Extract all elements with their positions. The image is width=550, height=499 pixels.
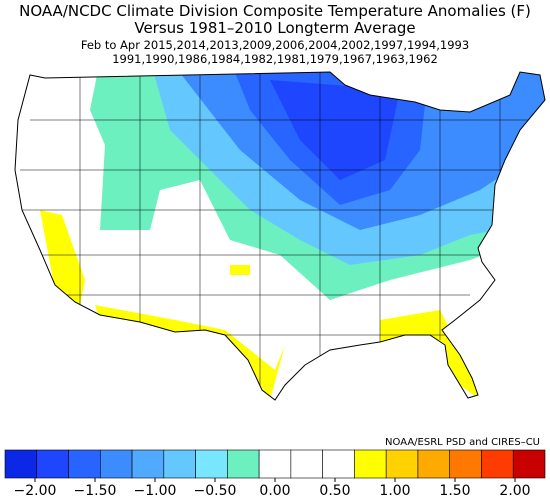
subtitle: Versus 1981–2010 Longterm Average xyxy=(134,19,415,37)
credit: NOAA/ESRL PSD and CIRES–CU xyxy=(385,437,540,448)
color-box xyxy=(36,449,69,479)
color-box xyxy=(385,449,419,479)
title: NOAA/NCDC Climate Division Composite Tem… xyxy=(19,2,531,20)
color-box xyxy=(99,449,133,479)
color-box xyxy=(481,449,514,479)
color-box xyxy=(227,449,260,479)
tick-label: 1.00 xyxy=(379,483,410,499)
color-box xyxy=(258,449,292,479)
color-box xyxy=(68,449,101,479)
map xyxy=(15,72,545,400)
tick-label: 2.00 xyxy=(499,483,530,499)
color-box xyxy=(417,449,451,479)
color-box xyxy=(354,449,387,479)
color-box xyxy=(131,449,165,479)
color-box xyxy=(195,449,228,479)
color-box xyxy=(449,449,482,479)
tick-label: −1.50 xyxy=(74,483,117,499)
color-box xyxy=(322,449,355,479)
color-box xyxy=(4,449,38,479)
years: 1991,1990,1986,1984,1982,1981,1979,1967,… xyxy=(112,52,438,66)
years: Feb to Apr 2015,2014,2013,2009,2006,2004… xyxy=(81,38,469,52)
colorbar: −2.00 −1.50 −1.00 −0.50 0.00 0.50 1.00 1.50 2.00 xyxy=(4,449,546,499)
tick-label: −1.00 xyxy=(134,483,177,499)
tick-label: −2.00 xyxy=(14,483,57,499)
color-box xyxy=(290,449,323,479)
tick-label: −0.50 xyxy=(194,483,237,499)
color-box xyxy=(512,449,546,479)
color-box xyxy=(163,449,196,479)
tick-label: 0.00 xyxy=(259,483,290,499)
tick-label: 0.50 xyxy=(319,483,350,499)
tick-label: 1.50 xyxy=(439,483,470,499)
